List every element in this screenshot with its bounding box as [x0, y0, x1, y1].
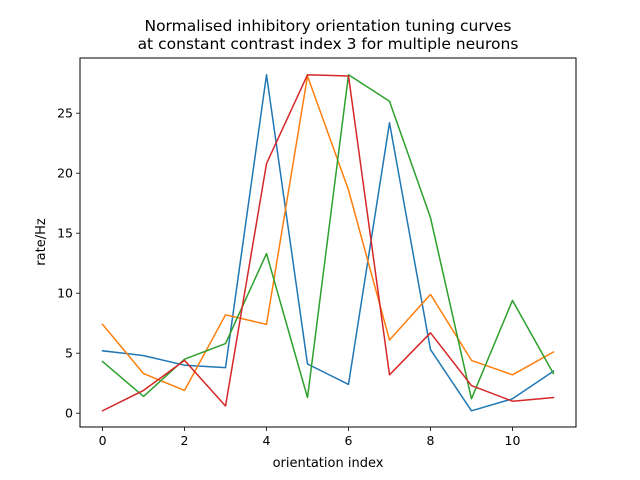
x-tick-label: 4 — [263, 433, 271, 448]
y-tick-label: 20 — [57, 166, 73, 181]
plot-frame — [79, 57, 577, 428]
x-tick-label: 10 — [505, 433, 521, 448]
x-tick-label: 8 — [427, 433, 435, 448]
series-line-4 — [101, 74, 555, 412]
y-tick-label: 25 — [57, 106, 73, 121]
series-line-2 — [101, 75, 555, 392]
x-tick-label: 0 — [99, 433, 107, 448]
y-tick-label: 15 — [57, 226, 73, 241]
ticks-layer: 0 2 4 6 8 10 0 5 10 15 20 25 — [57, 106, 520, 448]
y-axis-label: rate/Hz — [34, 218, 49, 266]
series-layer — [101, 74, 555, 412]
x-tick-label: 6 — [345, 433, 353, 448]
x-axis-label: orientation index — [273, 456, 384, 471]
chart-title-line-2: at constant contrast index 3 for multipl… — [138, 35, 519, 53]
chart-title-line-1: Normalised inhibitory orientation tuning… — [144, 17, 511, 35]
y-tick-label: 0 — [65, 406, 73, 421]
x-tick-label: 2 — [181, 433, 189, 448]
y-tick-label: 5 — [65, 346, 73, 361]
y-tick-label: 10 — [57, 286, 73, 301]
series-line-1 — [101, 74, 555, 412]
